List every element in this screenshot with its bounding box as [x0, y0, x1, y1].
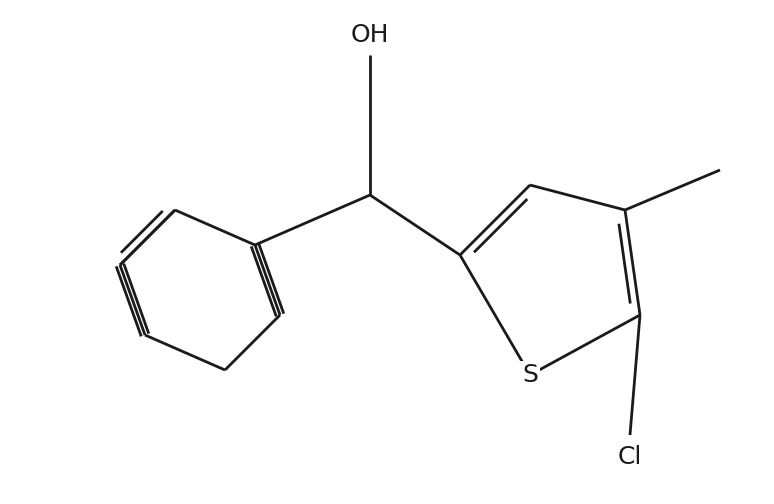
Text: Cl: Cl [618, 445, 642, 469]
Text: OH: OH [351, 23, 389, 47]
Text: S: S [522, 363, 538, 387]
